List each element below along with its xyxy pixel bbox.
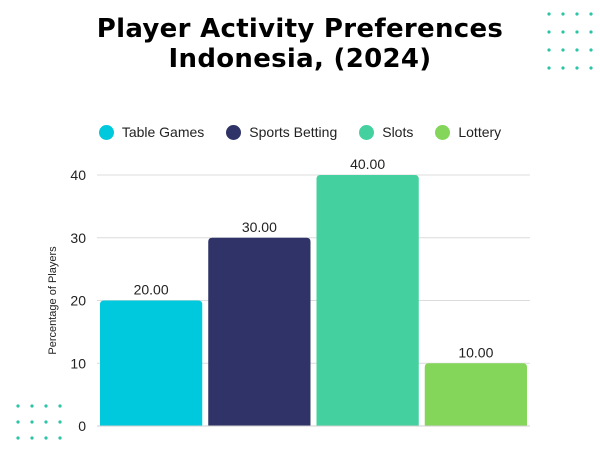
bar-table-games [100,300,203,426]
chart-title-line1: Player Activity Preferences [96,14,504,44]
legend-swatch [359,124,375,140]
legend-label: Sports Betting [249,124,338,140]
legend-item-sports-betting: Sports Betting [226,124,337,140]
legend-swatch [226,124,242,140]
data-label: 20.00 [134,282,169,298]
legend-label: Slots [382,124,414,140]
chart-legend: Table Games Sports Betting Slots Lottery [0,124,600,140]
data-label: 30.00 [242,219,277,235]
data-label: 10.00 [458,344,493,360]
legend-label: Table Games [121,124,205,140]
bar-slots [316,175,419,426]
decorative-dots-bottom-left [16,404,62,440]
legend-item-table-games: Table Games [98,124,205,140]
y-tick-label: 20 [70,293,86,309]
legend-swatch [98,124,114,140]
chart-title: Player Activity Preferences Indonesia, (… [0,14,600,74]
y-tick-label: 0 [78,418,86,434]
legend-item-slots: Slots [359,124,413,140]
legend-label: Lottery [458,124,502,140]
legend-item-lottery: Lottery [435,124,501,140]
bar-sports-betting [208,237,311,426]
data-label: 40.00 [350,156,385,172]
decorative-dots-top-right [547,12,593,70]
y-tick-label: 10 [70,355,86,371]
bar-lottery [424,363,527,426]
legend-swatch [435,124,451,140]
chart-title-line2: Indonesia, (2024) [168,44,432,74]
y-tick-label: 30 [70,230,86,246]
y-tick-label: 40 [70,167,86,183]
y-axis-title: Percentage of Players [47,246,59,355]
